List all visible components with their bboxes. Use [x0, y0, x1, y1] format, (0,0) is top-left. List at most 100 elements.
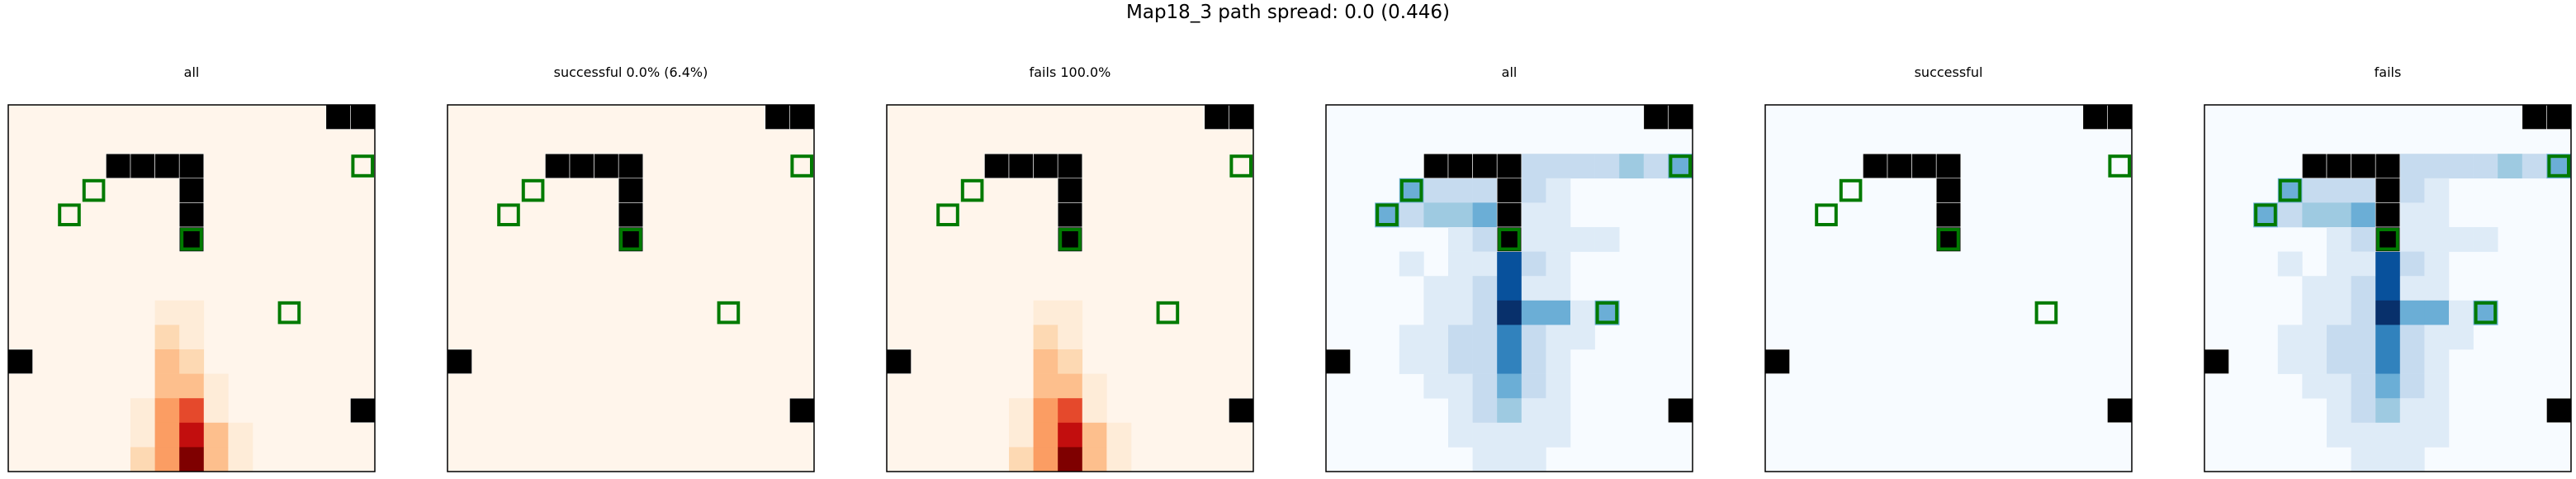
- goal-marker: [1498, 228, 1521, 251]
- heatmap-cell: [2277, 202, 2303, 228]
- heatmap-cell: [1546, 325, 1571, 350]
- wall-cell: [325, 104, 351, 130]
- heatmap-cell: [1497, 276, 1522, 301]
- heatmap-cell: [2449, 300, 2474, 325]
- heatmap-cell: [203, 373, 229, 399]
- wall-cell: [545, 153, 571, 179]
- wall-cell: [1935, 178, 1962, 203]
- panel-2: successful 0.0% (6.4%): [447, 64, 815, 474]
- heatmap-cell: [1497, 447, 1522, 472]
- heatmap-cell: [1472, 300, 1498, 325]
- heatmap-cell: [179, 349, 205, 374]
- heatmap-cell: [1033, 325, 1058, 350]
- heatmap-cell: [2277, 349, 2303, 374]
- heatmap-cell: [1033, 447, 1058, 472]
- wall-cell: [1668, 397, 1693, 424]
- panel-title: successful: [1914, 64, 1983, 80]
- heatmap-cell: [1472, 227, 1498, 252]
- goal-marker: [1815, 203, 1838, 227]
- heatmap-cell: [2351, 227, 2376, 252]
- heatmap-cell: [1448, 398, 1473, 424]
- wall-cell: [569, 153, 594, 179]
- heatmap-cell: [1448, 349, 1473, 374]
- heatmap-cell: [2327, 251, 2351, 277]
- heatmap-cell: [1448, 178, 1473, 203]
- heatmap-cell: [1448, 300, 1473, 325]
- wall-cell: [2375, 153, 2401, 179]
- heatmap-cell: [2424, 398, 2450, 424]
- wall-cell: [1935, 153, 1962, 179]
- panel-6: fails: [2204, 64, 2572, 474]
- heatmap-cell: [2375, 251, 2401, 277]
- goal-marker: [2254, 203, 2277, 227]
- heatmap-cell: [2327, 227, 2351, 252]
- panel-title: all: [183, 64, 200, 80]
- wall-cell: [1229, 397, 1254, 424]
- plot-frame: [1325, 104, 1693, 472]
- heatmap-cell: [1423, 276, 1449, 301]
- heatmap-cell: [1472, 422, 1498, 448]
- wall-cell: [350, 104, 376, 130]
- wall-cell: [1057, 202, 1083, 228]
- heatmap-cell: [1448, 422, 1473, 448]
- heatmap-plot: [886, 104, 1254, 472]
- wall-cell: [178, 153, 205, 179]
- heatmap-cell: [179, 447, 205, 472]
- heatmap-cell: [1058, 422, 1083, 448]
- wall-cell: [1935, 202, 1962, 228]
- heatmap-cell: [228, 447, 253, 472]
- heatmap-cell: [1033, 349, 1058, 374]
- heatmap-cell: [1546, 251, 1571, 277]
- wall-cell: [2082, 104, 2108, 130]
- heatmap-cell: [1521, 300, 1546, 325]
- heatmap-cell: [1399, 325, 1424, 350]
- wall-cell: [447, 349, 472, 374]
- heatmap-cell: [2399, 154, 2425, 179]
- heatmap-cell: [1448, 373, 1473, 399]
- heatmap-cell: [1399, 202, 1424, 228]
- heatmap-cell: [1472, 373, 1498, 399]
- wall-cell: [1057, 153, 1083, 179]
- heatmap-cell: [2327, 325, 2351, 350]
- heatmap-cell: [1594, 154, 1620, 179]
- heatmap-cell: [1472, 276, 1498, 301]
- heatmap-cell: [2424, 178, 2450, 203]
- goal-marker: [1839, 178, 1863, 202]
- wall-cell: [1447, 153, 1473, 179]
- heatmap-cell: [154, 349, 180, 374]
- heatmap-cell: [2522, 154, 2547, 179]
- wall-cell: [2375, 178, 2401, 203]
- goal-marker: [2108, 154, 2131, 178]
- plot-frame: [7, 104, 376, 472]
- heatmap-cell: [2327, 300, 2351, 325]
- heatmap-cell: [1521, 447, 1546, 472]
- heatmap-cell: [179, 300, 205, 325]
- goal-marker: [619, 228, 642, 251]
- heatmap-cell: [1009, 398, 1034, 424]
- wall-cell: [1863, 153, 1888, 179]
- heatmap-cell: [1448, 276, 1473, 301]
- heatmap-cell: [179, 398, 205, 424]
- heatmap-cell: [2449, 227, 2474, 252]
- heatmap-cell: [2424, 422, 2450, 448]
- heatmap-cell: [2399, 325, 2425, 350]
- heatmap-cell: [2351, 325, 2376, 350]
- heatmap-cell: [2399, 300, 2425, 325]
- heatmap-cell: [1546, 202, 1571, 228]
- goal-marker: [1595, 301, 1619, 325]
- wall-cell: [1008, 153, 1034, 179]
- heatmap-cell: [2399, 178, 2425, 203]
- heatmap-cell: [1058, 398, 1083, 424]
- panel-title: fails 100.0%: [1029, 64, 1111, 80]
- heatmap-cell: [179, 325, 205, 350]
- heatmap-cell: [1570, 300, 1595, 325]
- wall-cell: [2522, 104, 2547, 130]
- heatmap-cell: [203, 398, 229, 424]
- heatmap-cell: [2424, 276, 2450, 301]
- heatmap-cell: [1546, 154, 1571, 179]
- heatmap-cell: [1570, 227, 1595, 252]
- heatmap-cell: [2351, 300, 2376, 325]
- heatmap-cell: [2424, 373, 2450, 399]
- heatmap-cell: [1546, 227, 1571, 252]
- goal-marker: [1937, 228, 1960, 251]
